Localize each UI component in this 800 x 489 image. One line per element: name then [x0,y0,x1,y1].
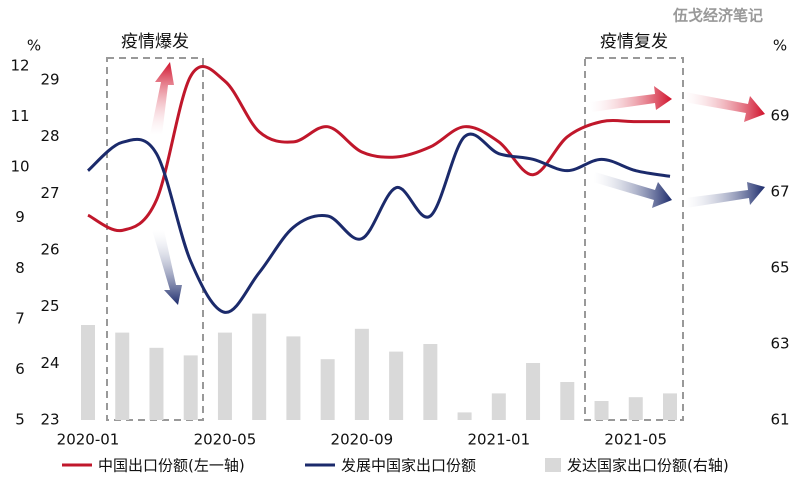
y-tick-label: 23 [40,411,59,429]
legend-label: 发达国家出口份额(右轴) [567,457,729,475]
y-tick-label: 27 [40,184,59,202]
arrow [593,172,672,208]
bar [81,325,95,420]
arrow [152,230,182,305]
bar [217,332,232,420]
bar [354,328,369,420]
y-tick-label: 11 [10,107,29,125]
bar [252,313,267,420]
legend-label: 中国出口份额(左一轴) [98,457,245,475]
bar [320,359,335,420]
bar [663,393,677,420]
bar [183,355,198,420]
y-tick-label: 29 [40,71,59,89]
bar [457,412,472,420]
x-tick-label: 2020-01 [57,431,120,449]
y-tick-label: 63 [770,335,789,353]
y-tick-label: 12 [10,57,29,75]
annotation: 疫情爆发 [121,32,189,52]
watermark: 伍戈经济笔记 [672,7,763,25]
y-tick-label: 24 [40,354,59,372]
y-tick-label: 7 [15,309,25,327]
bar [423,344,438,420]
y-tick-label: 67 [770,183,789,201]
y-tick-label: 5 [15,411,25,429]
y-tick-label: 8 [15,259,25,277]
y-tick-label: 10 [10,158,29,176]
arrow [590,86,672,112]
arrow [684,92,765,122]
highlight-box [584,57,684,421]
arrows [150,62,765,305]
x-tick-label: 2020-05 [194,431,257,449]
bar [149,347,164,420]
y-tick-label: 25 [40,297,59,315]
bar [491,393,506,420]
x-tick-label: 2020-09 [331,431,394,449]
bar [286,336,301,420]
x-tick-label: 2021-05 [604,431,667,449]
legend-label: 发展中国家出口份额 [341,457,476,475]
y-unit: % [27,37,41,55]
bar [560,382,575,420]
arrow [150,62,174,135]
bar [594,401,609,420]
bar [526,363,541,420]
bar [628,397,643,420]
bar [115,332,130,420]
y-tick-label: 65 [770,259,789,277]
y-tick-label: 69 [770,107,789,125]
y3-unit: % [773,37,787,55]
line [86,132,671,314]
y-tick-label: 61 [770,411,789,429]
y-tick-label: 9 [15,208,25,226]
y-tick-label: 6 [15,360,25,378]
annotation: 疫情复发 [600,32,668,52]
x-tick-label: 2021-01 [467,431,530,449]
arrow [685,182,765,208]
line [87,65,670,233]
y-tick-label: 26 [40,241,59,259]
bar [389,351,404,420]
legend-swatch [545,458,561,472]
y-tick-label: 28 [40,127,59,145]
